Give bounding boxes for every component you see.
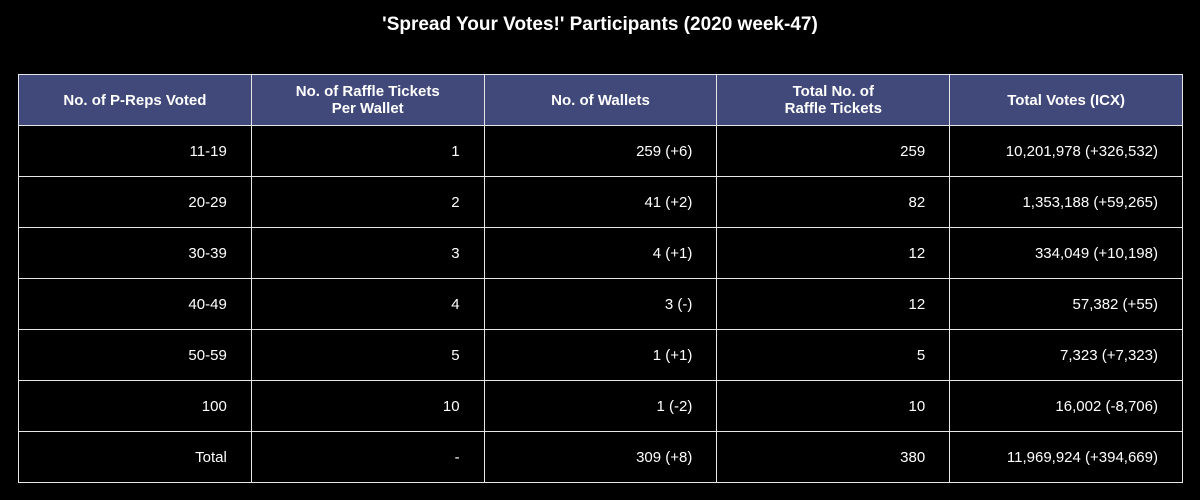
cell-total-votes: 57,382 (+55) — [949, 278, 1183, 330]
cell-p-reps-voted: 11-19 — [18, 125, 252, 177]
cell-total-votes: 10,201,978 (+326,532) — [949, 125, 1183, 177]
header-text: No. of Raffle Tickets — [295, 83, 440, 100]
header-p-reps-voted: No. of P-Reps Voted — [18, 74, 252, 126]
cell-tickets-per-wallet: 4 — [250, 278, 485, 330]
header-wallets: No. of Wallets — [483, 74, 718, 126]
header-text: No. of P-Reps Voted — [63, 91, 207, 109]
cell-total-votes: 7,323 (+7,323) — [949, 329, 1183, 381]
cell-tickets-per-wallet: 5 — [250, 329, 485, 381]
header-text: Raffle Tickets — [784, 100, 882, 117]
header-total-raffle-tickets: Total No. of Raffle Tickets — [716, 74, 951, 126]
cell-total-tickets: 82 — [716, 176, 951, 228]
cell-p-reps-voted: 100 — [18, 380, 252, 432]
header-text: Total No. of — [792, 83, 874, 100]
header-text: No. of Wallets — [551, 91, 650, 109]
cell-tickets-per-wallet: 3 — [250, 227, 485, 279]
cell-wallets: 3 (-) — [483, 278, 718, 330]
participants-table: No. of P-Reps Voted No. of Raffle Ticket… — [18, 74, 1183, 483]
cell-total-tickets: 259 — [716, 125, 951, 177]
table-row: 20-29 2 41 (+2) 82 1,353,188 (+59,265) — [18, 176, 1183, 228]
table-row: 30-39 3 4 (+1) 12 334,049 (+10,198) — [18, 227, 1183, 279]
cell-p-reps-voted: 20-29 — [18, 176, 252, 228]
table-row: 40-49 4 3 (-) 12 57,382 (+55) — [18, 278, 1183, 330]
cell-total-votes: 16,002 (-8,706) — [949, 380, 1183, 432]
table-row-total: Total - 309 (+8) 380 11,969,924 (+394,66… — [18, 431, 1183, 483]
cell-p-reps-voted: 30-39 — [18, 227, 252, 279]
cell-p-reps-voted: Total — [18, 431, 252, 483]
cell-total-votes: 11,969,924 (+394,669) — [949, 431, 1183, 483]
cell-wallets: 309 (+8) — [483, 431, 718, 483]
header-total-votes: Total Votes (ICX) — [949, 74, 1183, 126]
table-row: 11-19 1 259 (+6) 259 10,201,978 (+326,53… — [18, 125, 1183, 177]
cell-tickets-per-wallet: - — [250, 431, 485, 483]
cell-total-votes: 1,353,188 (+59,265) — [949, 176, 1183, 228]
cell-wallets: 1 (+1) — [483, 329, 718, 381]
cell-wallets: 4 (+1) — [483, 227, 718, 279]
header-text: Total Votes (ICX) — [1007, 91, 1125, 109]
cell-wallets: 1 (-2) — [483, 380, 718, 432]
cell-tickets-per-wallet: 10 — [250, 380, 485, 432]
table-row: 100 10 1 (-2) 10 16,002 (-8,706) — [18, 380, 1183, 432]
cell-tickets-per-wallet: 2 — [250, 176, 485, 228]
cell-p-reps-voted: 40-49 — [18, 278, 252, 330]
chart-title: 'Spread Your Votes!' Participants (2020 … — [382, 14, 818, 35]
cell-wallets: 259 (+6) — [483, 125, 718, 177]
cell-p-reps-voted: 50-59 — [18, 329, 252, 381]
cell-wallets: 41 (+2) — [483, 176, 718, 228]
cell-total-tickets: 12 — [716, 227, 951, 279]
header-text: Per Wallet — [331, 100, 404, 117]
header-raffle-tickets-per-wallet: No. of Raffle Tickets Per Wallet — [250, 74, 485, 126]
cell-total-tickets: 10 — [716, 380, 951, 432]
cell-total-tickets: 12 — [716, 278, 951, 330]
table-row: 50-59 5 1 (+1) 5 7,323 (+7,323) — [18, 329, 1183, 381]
cell-total-tickets: 5 — [716, 329, 951, 381]
cell-total-votes: 334,049 (+10,198) — [949, 227, 1183, 279]
cell-total-tickets: 380 — [716, 431, 951, 483]
cell-tickets-per-wallet: 1 — [250, 125, 485, 177]
header-row: No. of P-Reps Voted No. of Raffle Ticket… — [18, 74, 1183, 126]
